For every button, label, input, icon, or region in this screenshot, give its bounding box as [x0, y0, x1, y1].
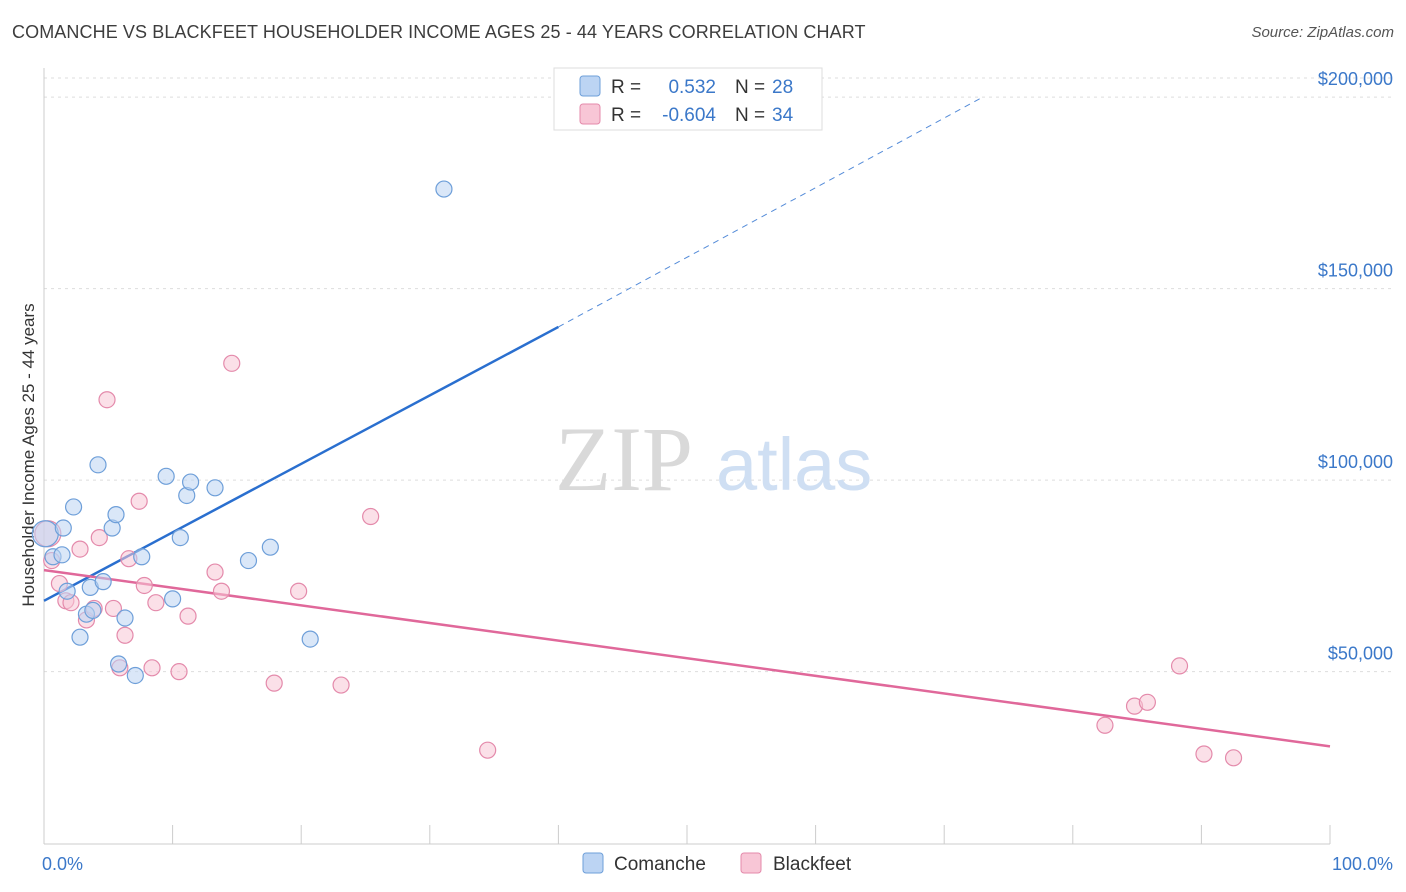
y-tick-label: $100,000 [1318, 452, 1393, 472]
data-points [31, 180, 1243, 767]
watermark-zip: ZIP [555, 408, 693, 510]
point-comanche [239, 551, 258, 570]
point-comanche [164, 590, 182, 608]
point-blackfeet [98, 391, 116, 409]
point-comanche [301, 630, 319, 648]
point-comanche [84, 601, 102, 619]
point-blackfeet [90, 528, 108, 547]
point-blackfeet [71, 540, 89, 558]
point-blackfeet [130, 492, 148, 510]
legend-r-value-blackfeet: -0.604 [662, 105, 716, 126]
point-comanche [107, 506, 125, 524]
y-tick-label: $200,000 [1318, 69, 1393, 89]
series-label-blackfeet: Blackfeet [773, 854, 852, 875]
legend-n-label-blackfeet: N = [735, 105, 765, 126]
legend-r-label-blackfeet: R = [611, 105, 641, 126]
grid-lines [44, 77, 1395, 673]
legend-r-label-comanche: R = [611, 77, 641, 98]
point-blackfeet [290, 582, 308, 600]
y-axis-label: Householder Income Ages 25 - 44 years [19, 303, 38, 606]
point-comanche [171, 528, 189, 547]
watermark-atlas: atlas [716, 423, 872, 506]
point-blackfeet [1170, 657, 1189, 675]
point-comanche [94, 573, 112, 591]
series-swatch-blackfeet [740, 852, 762, 874]
point-comanche [126, 666, 144, 685]
y-tick-label: $150,000 [1318, 261, 1393, 281]
correlation-legend: R = 0.532 N = 28 R = -0.604 N = 34 [553, 67, 823, 131]
x-tick-label-min: 0.0% [42, 854, 83, 874]
point-comanche [54, 519, 72, 537]
trend-line-comanche-extension [558, 96, 984, 328]
legend-swatch-comanche [579, 75, 601, 97]
point-blackfeet [223, 354, 241, 372]
point-blackfeet [116, 626, 134, 644]
point-blackfeet [212, 582, 231, 600]
point-blackfeet [147, 594, 165, 612]
point-blackfeet [1195, 745, 1213, 763]
point-comanche [31, 520, 59, 548]
point-blackfeet [1138, 693, 1156, 711]
legend-n-label-comanche: N = [735, 77, 765, 98]
series-label-comanche: Comanche [614, 854, 706, 875]
legend-n-value-comanche: 28 [772, 77, 793, 98]
point-comanche [133, 548, 151, 566]
point-blackfeet [170, 663, 188, 681]
legend-r-value-comanche: 0.532 [668, 77, 716, 98]
legend-swatch-blackfeet [579, 103, 601, 125]
series-legend: Comanche Blackfeet [582, 852, 852, 875]
y-tick-labels: $50,000 $100,000 $150,000 $200,000 [1318, 69, 1393, 664]
point-blackfeet [1096, 716, 1114, 734]
point-comanche [89, 456, 107, 474]
legend-n-value-blackfeet: 34 [772, 105, 794, 126]
point-blackfeet [143, 659, 161, 677]
trend-line-blackfeet [43, 568, 1331, 748]
point-blackfeet [1224, 749, 1243, 767]
point-comanche [157, 467, 175, 485]
chart-title: COMANCHE VS BLACKFEET HOUSEHOLDER INCOME… [12, 22, 866, 42]
x-tick-label-max: 100.0% [1332, 854, 1393, 874]
point-comanche [109, 655, 128, 673]
point-comanche [116, 609, 134, 627]
point-comanche [182, 473, 200, 491]
point-blackfeet [362, 507, 380, 526]
source-label: Source: ZipAtlas.com [1251, 24, 1394, 41]
point-blackfeet [104, 599, 123, 618]
point-blackfeet [206, 563, 224, 581]
point-blackfeet [135, 576, 153, 595]
series-swatch-comanche [582, 852, 604, 874]
point-blackfeet [265, 674, 283, 692]
point-comanche [261, 538, 279, 556]
point-blackfeet [332, 676, 350, 694]
point-comanche [53, 546, 71, 564]
point-comanche [435, 180, 453, 198]
point-comanche [71, 628, 89, 646]
y-tick-label: $50,000 [1328, 644, 1393, 664]
point-comanche [206, 479, 224, 497]
point-comanche [64, 498, 83, 516]
point-blackfeet [479, 741, 497, 759]
point-blackfeet [179, 607, 197, 625]
axes [43, 68, 1331, 845]
point-comanche [58, 582, 76, 600]
